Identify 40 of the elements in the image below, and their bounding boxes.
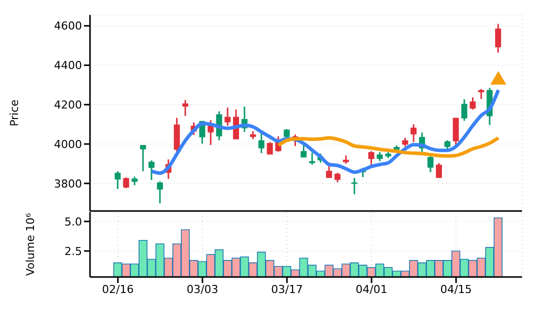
candlestick [326,164,332,179]
y-tick-label: 4200 [54,98,82,112]
candlestick [495,23,502,54]
candlestick [156,180,163,204]
candlestick [334,172,340,183]
candlestick [410,124,417,143]
candlestick [140,144,146,172]
candlestick [309,152,316,166]
candlestick [123,176,130,189]
line-series [276,136,500,158]
candlestick [114,170,121,190]
candlestick [368,150,374,168]
x-tick-label: 03/03 [186,282,218,296]
candlestick [266,141,273,156]
y-tick-label: 2.5 [64,244,82,258]
y-tick-label: 4400 [54,59,82,72]
candlestick [351,177,358,196]
candlestick [224,106,231,126]
candlestick [470,96,476,110]
x-tick-label: 04/15 [440,282,472,296]
candlestick [452,117,459,146]
candlestick [300,142,307,158]
y-axis-title: Price [8,99,21,126]
candlestick [461,98,468,122]
x-tick-label: 03/17 [271,282,303,296]
candlestick [182,99,188,117]
x-tick-label: 02/16 [102,282,134,296]
y-axis-title: Volume 10⁶ [24,212,37,276]
line-series [150,88,500,175]
candlestick [478,88,484,100]
candlestick [148,160,154,181]
candlestick [376,151,383,162]
y-tick-label: 5.0 [64,215,82,228]
y-tick-label: 4000 [54,138,82,151]
candlestick [258,132,264,154]
candlestick [436,162,442,179]
y-tick-label: 4600 [54,20,82,33]
x-tick-label: 04/01 [356,282,388,296]
y-tick-label: 3800 [54,177,82,190]
candlestick [444,140,450,150]
